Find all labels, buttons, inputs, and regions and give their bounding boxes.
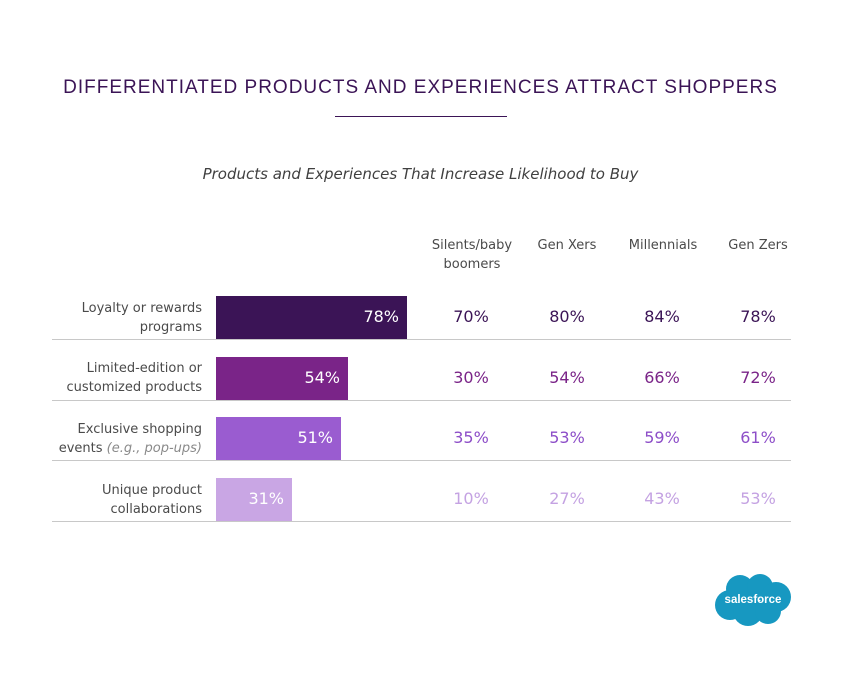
row-divider: [52, 460, 791, 461]
table-cell: 35%: [453, 428, 489, 447]
salesforce-logo: salesforce: [714, 573, 792, 633]
row-label-text: Loyalty or rewards programs: [81, 301, 202, 335]
row-divider: [52, 339, 791, 340]
chart-subtitle: Products and Experiences That Increase L…: [202, 165, 639, 183]
title-underline: [335, 116, 507, 117]
table-cell: 10%: [453, 489, 489, 508]
bar: 51%: [216, 417, 341, 460]
table-cell: 54%: [549, 368, 585, 387]
row-label: Loyalty or rewards programs: [40, 299, 202, 337]
table-cell: 72%: [740, 368, 776, 387]
table-cell: 70%: [453, 307, 489, 326]
row-label: Limited-edition or customized products: [40, 359, 202, 397]
bar: 31%: [216, 478, 292, 521]
table-cell: 59%: [644, 428, 680, 447]
bar-value-label: 31%: [248, 489, 284, 508]
row-label-text: Limited-edition or customized products: [66, 361, 202, 395]
table-cell: 61%: [740, 428, 776, 447]
table-cell: 53%: [740, 489, 776, 508]
table-cell: 84%: [644, 307, 680, 326]
table-cell: 78%: [740, 307, 776, 326]
bar: 54%: [216, 357, 348, 400]
bar-value-label: 78%: [363, 307, 399, 326]
row-label-text: Unique product collaborations: [102, 483, 202, 517]
bar-value-label: 51%: [297, 428, 333, 447]
table-cell: 30%: [453, 368, 489, 387]
column-header-millennials: Millennials: [628, 238, 698, 253]
table-cell: 43%: [644, 489, 680, 508]
table-cell: 66%: [644, 368, 680, 387]
row-label: Unique product collaborations: [40, 481, 202, 519]
chart-title: DIFFERENTIATED PRODUCTS AND EXPERIENCES …: [63, 77, 778, 98]
row-label-note: (e.g., pop-ups): [106, 441, 202, 456]
column-header-genz: Gen Zers: [728, 238, 788, 253]
table-cell: 27%: [549, 489, 585, 508]
row-divider: [52, 400, 791, 401]
row-label-text: Exclusive shopping events: [58, 422, 202, 456]
row-label: Exclusive shopping events (e.g., pop-ups…: [40, 420, 202, 458]
column-header-genx: Gen Xers: [537, 238, 597, 253]
table-cell: 53%: [549, 428, 585, 447]
row-divider: [52, 521, 791, 522]
table-cell: 80%: [549, 307, 585, 326]
column-header-boomers: Silents/baby boomers: [431, 238, 513, 272]
bar: 78%: [216, 296, 407, 339]
bar-value-label: 54%: [304, 368, 340, 387]
logo-text: salesforce: [725, 594, 782, 606]
